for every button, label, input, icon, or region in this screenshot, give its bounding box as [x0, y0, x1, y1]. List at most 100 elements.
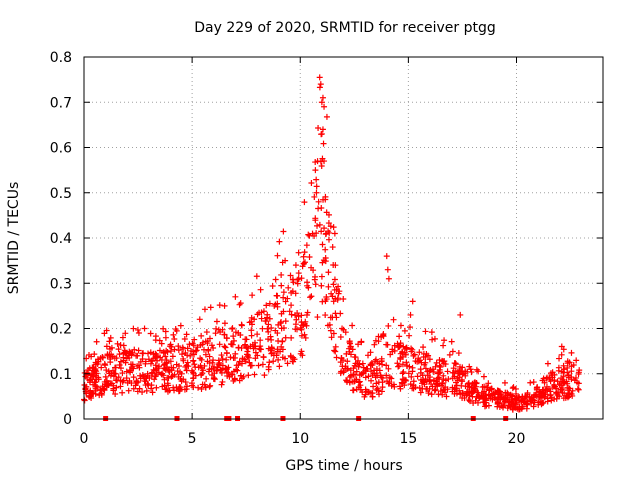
data-point	[337, 370, 344, 377]
data-point	[425, 390, 432, 397]
data-point	[288, 334, 295, 341]
data-point	[308, 179, 315, 186]
data-point	[183, 331, 190, 338]
chart-title: Day 229 of 2020, SRMTID for receiver ptg…	[194, 20, 496, 36]
data-point	[162, 353, 169, 360]
data-point	[442, 384, 449, 391]
data-point	[337, 334, 344, 341]
data-point	[145, 356, 152, 363]
data-point	[312, 281, 319, 288]
data-point	[331, 230, 338, 237]
data-point	[443, 393, 450, 400]
data-point	[355, 363, 362, 370]
data-point	[168, 373, 175, 380]
data-point	[320, 140, 327, 147]
data-point	[278, 310, 285, 317]
data-point	[119, 334, 126, 341]
data-point	[295, 313, 302, 320]
data-point	[261, 372, 268, 379]
data-point	[180, 355, 187, 362]
data-point	[198, 356, 205, 363]
data-point	[186, 341, 193, 348]
data-point	[420, 344, 427, 351]
data-point	[237, 331, 244, 338]
data-point	[571, 377, 578, 384]
x-tick-label: 10	[291, 431, 309, 447]
data-point	[98, 364, 105, 371]
data-point	[278, 282, 285, 289]
data-point	[409, 385, 416, 392]
data-point	[120, 354, 127, 361]
data-point	[386, 379, 393, 386]
data-point	[419, 385, 426, 392]
data-point	[106, 338, 113, 345]
data-point	[329, 244, 336, 251]
data-point	[554, 392, 561, 399]
data-point	[122, 330, 129, 337]
data-point	[400, 368, 407, 375]
data-point	[321, 103, 328, 110]
data-point	[299, 322, 306, 329]
data-point	[422, 328, 429, 335]
data-point	[440, 376, 447, 383]
data-point	[229, 325, 236, 332]
data-point	[515, 394, 522, 401]
data-point	[396, 333, 403, 340]
data-point	[573, 357, 580, 364]
data-point	[374, 385, 381, 392]
data-point	[470, 388, 477, 395]
data-point	[129, 361, 136, 368]
data-point	[456, 387, 463, 394]
data-point	[81, 397, 88, 404]
data-point	[401, 376, 408, 383]
data-point	[287, 272, 294, 279]
data-point	[177, 322, 184, 329]
data-point	[318, 228, 325, 235]
data-point	[109, 353, 116, 360]
data-point	[349, 387, 356, 394]
data-point	[311, 233, 318, 240]
data-point	[547, 370, 554, 377]
data-point	[483, 402, 490, 409]
data-point	[130, 325, 137, 332]
data-point	[305, 231, 312, 238]
data-point	[466, 389, 473, 396]
data-point	[215, 326, 222, 333]
data-point	[194, 344, 201, 351]
data-point	[103, 327, 110, 334]
data-point	[427, 366, 434, 373]
data-point	[152, 354, 159, 361]
y-tick-label: 0.7	[50, 95, 72, 111]
data-point	[557, 386, 564, 393]
data-point	[411, 351, 418, 358]
data-point	[184, 359, 191, 366]
data-point	[344, 358, 351, 365]
y-tick-label: 0.2	[50, 322, 72, 338]
y-tick-label: 0.4	[50, 231, 72, 247]
data-point	[282, 355, 289, 362]
data-point	[156, 337, 163, 344]
data-point	[556, 355, 563, 362]
data-point	[365, 373, 372, 380]
data-point	[385, 275, 392, 282]
data-point	[356, 378, 363, 385]
data-point	[115, 374, 122, 381]
data-point	[548, 397, 555, 404]
data-point	[134, 379, 141, 386]
data-point	[378, 388, 385, 395]
data-point	[152, 333, 159, 340]
data-point	[247, 362, 254, 369]
data-point	[198, 385, 205, 392]
data-point	[156, 363, 162, 370]
data-point	[449, 348, 456, 355]
data-point	[558, 380, 565, 387]
data-point	[313, 176, 320, 183]
data-point	[136, 364, 143, 371]
data-point	[378, 374, 385, 381]
data-point	[412, 384, 419, 391]
data-point	[322, 196, 329, 203]
data-point	[480, 373, 487, 380]
y-tick-label: 0	[63, 412, 72, 428]
data-point	[202, 384, 209, 391]
data-point	[219, 378, 226, 385]
